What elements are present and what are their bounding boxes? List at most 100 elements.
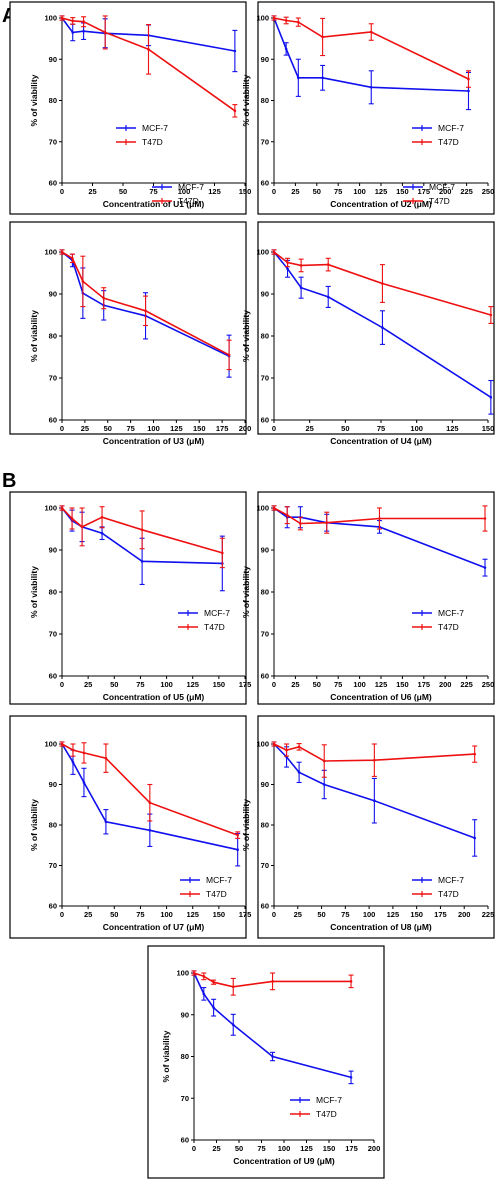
data-point	[147, 48, 150, 51]
x-tick-label: 250	[482, 680, 495, 689]
y-tick-label: 70	[261, 374, 269, 383]
panel-frame	[9, 715, 247, 939]
legend-label: MCF-7	[429, 182, 455, 192]
series-t47d	[271, 741, 478, 778]
y-tick-label: 90	[181, 1010, 189, 1019]
data-point	[473, 752, 476, 756]
x-tick-label: 100	[160, 910, 173, 919]
data-point	[378, 517, 381, 520]
legend-entry: MCF-7	[290, 1095, 342, 1105]
y-tick-label: 60	[261, 902, 269, 911]
legend-entry: T47D	[403, 196, 450, 206]
y-tick-label: 70	[49, 374, 57, 383]
x-tick-label: 125	[375, 680, 388, 689]
x-tick-label: 25	[294, 910, 302, 919]
legend-entry: MCF-7	[178, 608, 230, 618]
data-point	[82, 781, 86, 784]
data-point	[325, 521, 329, 524]
x-axis-title: Concentration of U2 (μM)	[330, 199, 432, 209]
chart-panel-u7: 60 70 80 90 100 0 25 50 75 100 125 150 175 Concentrat…	[9, 715, 252, 939]
x-tick-label: 75	[334, 187, 342, 196]
x-tick-label: 25	[81, 424, 89, 433]
x-tick-label: 150	[396, 187, 409, 196]
data-point	[373, 799, 376, 802]
y-tick-label: 60	[261, 416, 269, 425]
data-point	[221, 551, 224, 555]
y-tick-label: 80	[49, 96, 57, 105]
y-axis-title: % of viability	[241, 566, 251, 618]
series-line	[273, 17, 469, 92]
data-point	[285, 513, 289, 517]
series-line	[193, 972, 352, 988]
data-point	[71, 31, 75, 34]
y-tick-label: 70	[261, 137, 269, 146]
series-t47d	[271, 15, 471, 88]
series-line	[273, 743, 475, 839]
x-tick-label: 25	[291, 680, 299, 689]
data-point	[297, 771, 301, 774]
legend-label: T47D	[316, 1109, 337, 1119]
series-line	[273, 507, 485, 525]
legend-label: T47D	[178, 196, 199, 206]
data-point	[381, 282, 384, 285]
series-t47d	[59, 249, 232, 371]
data-point	[326, 263, 330, 266]
y-axis-title: % of viability	[161, 1030, 171, 1082]
section-label-b: B	[2, 470, 16, 492]
data-point	[60, 250, 64, 254]
legend-entry: T47D	[290, 1109, 337, 1119]
data-point	[60, 506, 64, 510]
data-point	[286, 261, 289, 264]
x-axis-title: Concentration of U3 (μM)	[103, 436, 205, 446]
series-line	[61, 743, 238, 836]
x-tick-label: 100	[353, 680, 366, 689]
y-tick-label: 60	[49, 179, 57, 188]
legend-label: T47D	[429, 196, 450, 206]
y-axis-title: % of viability	[29, 799, 39, 851]
data-point	[299, 286, 303, 290]
x-tick-label: 250	[482, 187, 495, 196]
x-tick-label: 25	[305, 424, 313, 433]
x-tick-label: 150	[410, 910, 423, 919]
data-point	[82, 751, 86, 755]
data-point	[202, 975, 206, 978]
y-tick-label: 90	[261, 290, 269, 299]
data-point	[322, 759, 326, 763]
x-tick-label: 125	[300, 1144, 313, 1153]
data-point	[233, 49, 237, 53]
y-tick-label: 80	[261, 96, 269, 105]
data-point	[100, 515, 104, 519]
x-tick-label: 100	[147, 424, 160, 433]
x-tick-label: 25	[88, 187, 96, 196]
y-tick-label: 70	[49, 630, 57, 639]
x-tick-label: 175	[239, 910, 252, 919]
x-tick-label: 75	[149, 187, 157, 196]
y-tick-label: 90	[49, 55, 57, 64]
x-tick-label: 200	[368, 1144, 381, 1153]
y-tick-label: 100	[256, 248, 269, 257]
y-tick-label: 100	[256, 504, 269, 513]
data-point	[148, 801, 152, 805]
y-tick-label: 100	[256, 740, 269, 749]
data-point	[212, 980, 215, 984]
data-point	[467, 77, 470, 81]
data-point	[140, 560, 144, 563]
x-tick-label: 175	[418, 187, 431, 196]
legend-label: MCF-7	[438, 123, 464, 133]
data-point	[489, 396, 493, 399]
data-point	[60, 16, 64, 20]
x-tick-label: 200	[239, 424, 252, 433]
legend-label: MCF-7	[316, 1095, 342, 1105]
y-tick-label: 90	[261, 780, 269, 789]
x-tick-label: 175	[216, 424, 229, 433]
x-tick-label: 125	[186, 680, 199, 689]
data-point	[227, 353, 231, 357]
x-tick-label: 100	[278, 1144, 291, 1153]
x-tick-label: 25	[291, 187, 299, 196]
data-point	[272, 742, 276, 746]
x-tick-label: 0	[60, 424, 64, 433]
x-axis-title: Concentration of U8 (μM)	[330, 922, 432, 932]
legend-entry: MCF-7	[412, 608, 464, 618]
series-t47d	[271, 505, 488, 534]
y-tick-label: 60	[49, 902, 57, 911]
